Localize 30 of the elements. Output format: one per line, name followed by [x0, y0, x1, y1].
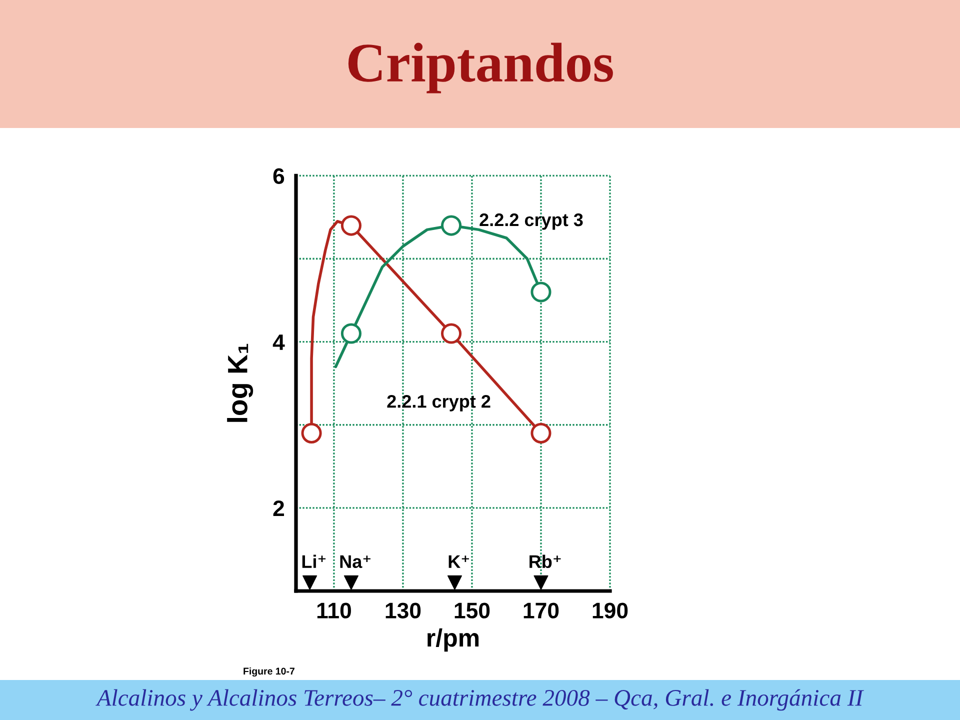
point: [301, 422, 322, 444]
text: Alcalinos y Alcalinos Terreos– 2° cuatrimestre 2008 – Qca, Gral. e Inorgánica II: [96, 689, 864, 711]
point: [340, 323, 362, 344]
y-tick-label: 6: [273, 168, 284, 184]
point: [340, 215, 362, 236]
annotation: K⁺: [448, 555, 469, 568]
annotation: Na⁺: [340, 555, 370, 568]
x-tick-label: 150: [454, 602, 490, 618]
point: [530, 422, 552, 444]
point: [440, 323, 462, 344]
y-axis-title: log K₁: [227, 344, 254, 422]
series-label: 2.2.1 crypt 2: [387, 395, 490, 412]
series-label: 2.2.2 crypt 3: [480, 213, 583, 230]
point: [302, 575, 318, 590]
x-tick-label: 170: [524, 602, 559, 618]
caption: Figure 10-7: [244, 667, 294, 677]
annotation: Rb⁺: [530, 554, 561, 568]
y-tick-label: 4: [272, 334, 285, 350]
point: [447, 575, 462, 590]
x-tick-label: 190: [592, 602, 628, 618]
y-tick-label: 2: [273, 500, 284, 516]
point: [344, 575, 359, 590]
annotation: Li⁺: [302, 554, 326, 568]
point: [530, 282, 552, 302]
point: [534, 575, 548, 590]
point: [440, 215, 462, 236]
x-axis-title: r/pm: [428, 628, 479, 652]
x-tick-label: 110: [317, 602, 351, 618]
chart-title: Criptandos: [348, 42, 613, 94]
x-tick-label: 130: [386, 602, 421, 618]
